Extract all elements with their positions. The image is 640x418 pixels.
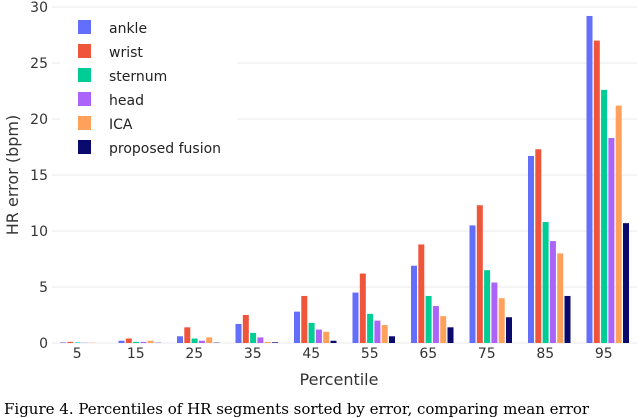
bar <box>594 41 600 343</box>
bar <box>119 341 125 343</box>
bar <box>301 296 307 343</box>
legend-label: ankle <box>109 21 147 37</box>
bar <box>535 149 541 343</box>
bar <box>491 283 497 343</box>
bar <box>389 336 395 343</box>
bar <box>448 327 454 343</box>
bar <box>374 321 380 343</box>
bar <box>309 323 315 343</box>
bar <box>477 205 483 343</box>
bar <box>470 225 476 343</box>
bar <box>243 315 249 343</box>
bar <box>616 106 622 343</box>
bar <box>177 336 183 343</box>
y-tick-label: 25 <box>30 56 48 72</box>
x-axis-ticks: 5 15 25 35 45 55 65 75 85 95 <box>73 346 613 362</box>
legend-label: proposed fusion <box>109 141 221 157</box>
legend-swatch <box>78 44 91 58</box>
bar <box>360 274 366 343</box>
bar <box>543 222 549 343</box>
bar <box>126 339 132 343</box>
bar <box>367 314 373 343</box>
bar <box>257 337 263 343</box>
bar <box>353 293 359 343</box>
bar <box>623 223 629 343</box>
bar <box>272 342 278 343</box>
y-axis-ticks: 0 5 10 15 20 25 30 <box>30 0 48 352</box>
bar <box>316 330 322 343</box>
bar <box>60 342 66 343</box>
x-tick-label: 5 <box>73 346 82 362</box>
x-tick-label: 65 <box>419 346 437 362</box>
x-tick-label: 25 <box>185 346 203 362</box>
legend-swatch <box>78 140 91 154</box>
bar <box>206 337 212 343</box>
legend-swatch <box>78 68 91 82</box>
y-tick-label: 30 <box>30 0 48 16</box>
legend: ankle wrist sternum head ICA proposed fusion <box>60 10 237 170</box>
bar <box>331 341 337 343</box>
y-tick-label: 0 <box>39 336 48 352</box>
legend-label: wrist <box>109 45 143 61</box>
x-tick-label: 75 <box>478 346 496 362</box>
legend-label: head <box>109 93 144 109</box>
bar <box>433 306 439 343</box>
y-tick-label: 15 <box>30 168 48 184</box>
bar <box>323 332 329 343</box>
bar <box>601 90 607 343</box>
legend-swatch <box>78 92 91 106</box>
bar <box>382 325 388 343</box>
legend-label: ICA <box>109 117 133 133</box>
x-tick-label: 95 <box>595 346 613 362</box>
bar <box>192 339 198 343</box>
bar <box>506 317 512 343</box>
y-tick-label: 10 <box>30 224 48 240</box>
x-tick-label: 55 <box>361 346 379 362</box>
y-tick-label: 20 <box>30 112 48 128</box>
bar <box>133 342 139 343</box>
x-tick-label: 15 <box>127 346 145 362</box>
bar <box>550 241 556 343</box>
bar <box>265 342 271 343</box>
bar <box>499 298 505 343</box>
bar <box>440 316 446 343</box>
bar <box>236 324 242 343</box>
bar <box>294 312 300 343</box>
x-tick-label: 35 <box>244 346 262 362</box>
bar <box>411 266 417 343</box>
x-axis-label: Percentile <box>300 370 379 389</box>
legend-swatch <box>78 20 91 34</box>
legend-label: sternum <box>109 69 167 85</box>
bar <box>528 156 534 343</box>
x-tick-label: 85 <box>536 346 554 362</box>
bar <box>199 341 205 343</box>
bar <box>587 16 593 343</box>
x-tick-label: 45 <box>302 346 320 362</box>
legend-swatch <box>78 116 91 130</box>
bar <box>75 342 81 343</box>
bar <box>140 342 146 343</box>
bar <box>418 244 424 343</box>
bar <box>426 296 432 343</box>
bar <box>565 296 571 343</box>
y-axis-label: HR error (bpm) <box>3 115 22 235</box>
bar <box>608 138 614 343</box>
bar <box>557 253 563 343</box>
bar <box>250 333 256 343</box>
y-tick-label: 5 <box>39 280 48 296</box>
figure-caption: Figure 4. Percentiles of HR segments sor… <box>4 400 640 418</box>
bar <box>484 270 490 343</box>
bar <box>148 341 154 343</box>
bar <box>184 327 190 343</box>
bar <box>67 342 73 343</box>
